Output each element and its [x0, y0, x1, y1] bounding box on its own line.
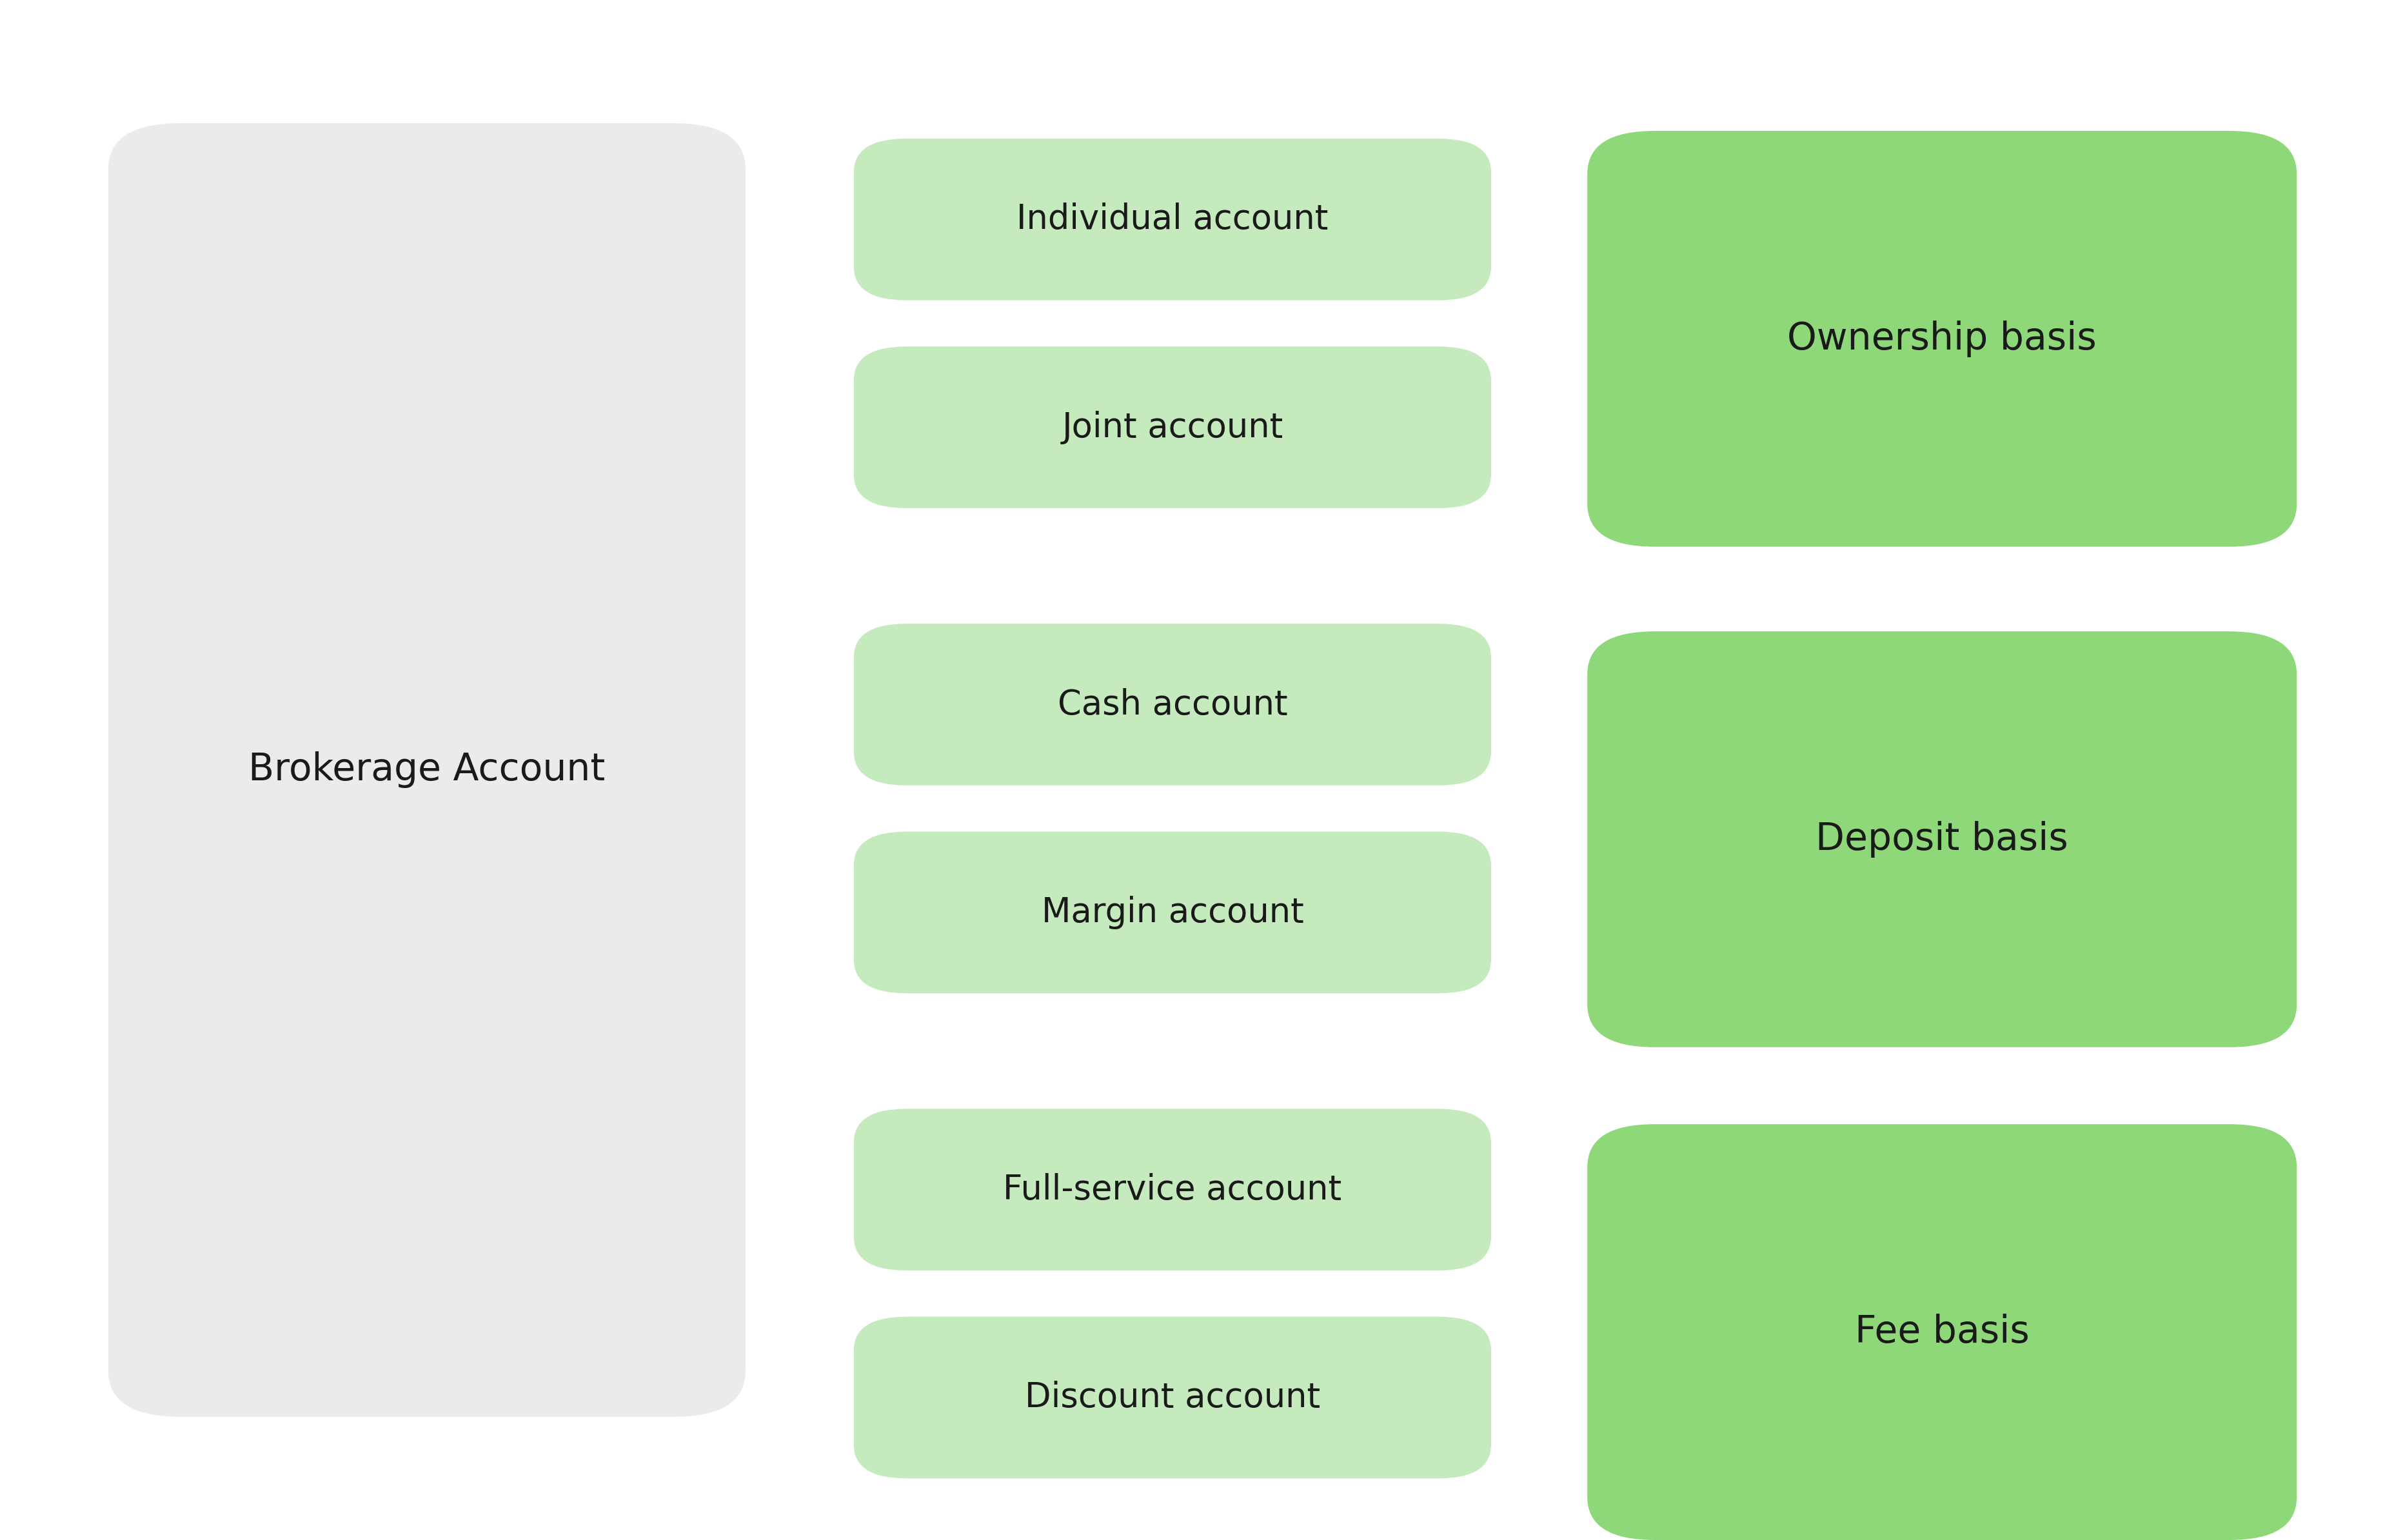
Text: Brokerage Account: Brokerage Account: [248, 752, 606, 788]
FancyBboxPatch shape: [854, 139, 1491, 300]
Text: Cash account: Cash account: [1058, 688, 1287, 721]
FancyBboxPatch shape: [1587, 1124, 2297, 1540]
FancyBboxPatch shape: [854, 347, 1491, 508]
Text: Fee basis: Fee basis: [1854, 1314, 2030, 1351]
Text: Joint account: Joint account: [1061, 411, 1284, 444]
Text: Individual account: Individual account: [1017, 203, 1328, 236]
Text: Ownership basis: Ownership basis: [1787, 320, 2097, 357]
Text: Discount account: Discount account: [1025, 1381, 1320, 1414]
FancyBboxPatch shape: [854, 624, 1491, 785]
Text: Full-service account: Full-service account: [1003, 1173, 1342, 1206]
FancyBboxPatch shape: [854, 1109, 1491, 1270]
FancyBboxPatch shape: [108, 123, 746, 1417]
Text: Margin account: Margin account: [1041, 896, 1304, 929]
Text: Deposit basis: Deposit basis: [1816, 821, 2068, 858]
FancyBboxPatch shape: [1587, 131, 2297, 547]
FancyBboxPatch shape: [854, 1317, 1491, 1478]
FancyBboxPatch shape: [854, 832, 1491, 993]
FancyBboxPatch shape: [1587, 631, 2297, 1047]
